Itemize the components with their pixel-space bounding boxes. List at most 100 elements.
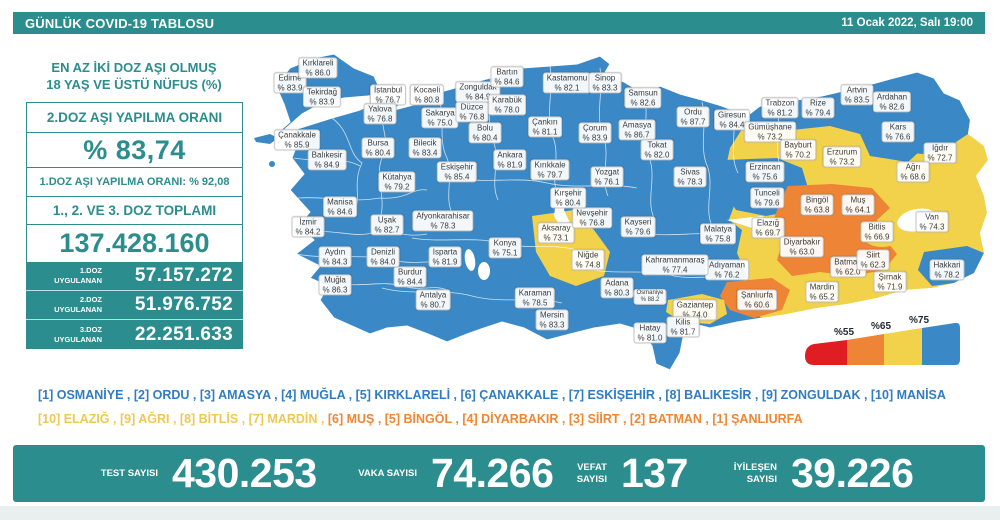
province-value: % 80.4: [555, 198, 581, 207]
province-chip: Artvin% 83.5: [840, 84, 874, 106]
province-name: Elazığ: [756, 218, 780, 228]
province-chip: Amasya% 86.7: [618, 119, 656, 141]
province-value: % 68.6: [900, 172, 926, 181]
province-chip: Diyarbakır% 63.0: [779, 236, 825, 258]
test-count-label: TEST SAYISI: [100, 467, 158, 479]
province-name: Edirne: [278, 73, 302, 83]
province-name: Tokat: [647, 140, 667, 150]
province-value: % 81.2: [767, 108, 793, 117]
province-name: Karaman: [518, 288, 552, 298]
province-name: Zonguldak: [459, 82, 497, 92]
province-name: Batman: [834, 257, 862, 267]
province-chip: Trabzon% 81.2: [761, 97, 799, 119]
dose3-applied-label: 3.DOZ UYGULANAN: [54, 324, 102, 344]
province-chip: Elazığ% 69.7: [751, 217, 785, 239]
province-value: % 66.9: [864, 232, 890, 241]
province-chip: Iğdır% 72.7: [923, 142, 957, 164]
province-chip: Karabük% 78.0: [488, 94, 526, 116]
dose1-rate-text: 1.DOZ AŞI YAPILMA ORANI: % 92,08: [26, 167, 243, 197]
province-name: Niğde: [577, 250, 599, 260]
province-name: Siirt: [866, 250, 880, 260]
province-name: Sivas: [680, 167, 700, 177]
province-chip: Muş% 64.1: [841, 194, 875, 216]
legend-label-75: %75: [908, 315, 930, 326]
province-chip: Bingöl% 63.8: [800, 194, 834, 216]
province-chip: Kahramanmaraş% 77.4: [641, 254, 709, 276]
province-chip: Tekirdağ% 83.9: [302, 86, 342, 108]
worst-provinces-orange: [6] MUŞ , [5] BİNGÖL , [4] DİYARBAKIR , …: [327, 412, 803, 426]
province-chip: Kırşehir% 80.4: [550, 187, 586, 209]
province-chip: Aydın% 84.3: [318, 246, 352, 268]
province-name: Bitlis: [868, 222, 886, 232]
vaccine-panel-title-line2: 18 YAŞ VE ÜSTÜ NÜFUS (%): [46, 76, 222, 92]
province-chip: Rize% 79.4: [801, 97, 835, 119]
recovered-count-value: 39.226: [791, 450, 914, 496]
province-value: % 73.1: [543, 233, 569, 242]
province-chip: Bayburt% 70.2: [780, 139, 816, 161]
province-chip: Yalova% 76.8: [363, 103, 397, 125]
province-name: Aksaray: [541, 223, 571, 233]
province-value: % 81.0: [637, 333, 663, 342]
worst-provinces-line: [10] ELAZIĞ , [9] AĞRI , [8] BİTLİS , [7…: [38, 412, 968, 426]
province-name: Iğdır: [931, 143, 948, 153]
province-value: % 60.6: [744, 300, 770, 309]
province-value: % 81.7: [670, 327, 696, 336]
province-name: Erzincan: [749, 162, 781, 172]
province-value: % 79.2: [384, 182, 410, 191]
province-value: % 74.0: [682, 310, 708, 319]
vaccine-panel-title: EN AZ İKİ DOZ AŞI OLMUŞ 18 YAŞ VE ÜSTÜ N…: [20, 60, 248, 94]
province-value: % 80.8: [414, 95, 440, 104]
province-value: % 85.4: [444, 172, 470, 181]
province-name: Afyonkarahisar: [416, 211, 470, 221]
province-chip: Hakkari% 78.2: [929, 259, 965, 281]
province-value: % 70.2: [785, 150, 811, 159]
lake-beysehir: [478, 262, 490, 280]
province-chip: Bursa% 80.4: [361, 137, 395, 159]
dose3-applied-value: 22.251.633: [134, 323, 233, 345]
province-value: % 74.8: [575, 260, 601, 269]
province-chip: Balıkesir% 84.9: [307, 149, 347, 171]
province-value: % 78.3: [677, 177, 703, 186]
province-name: Ankara: [497, 150, 523, 160]
province-chip: Tokat% 82.0: [640, 139, 674, 161]
province-chip: Bolu% 80.4: [468, 122, 502, 144]
gokceada-island: [254, 134, 278, 144]
province-value: % 76.2: [714, 270, 740, 279]
province-name: Gaziantep: [676, 300, 714, 310]
province-value: % 82.0: [644, 150, 670, 159]
province-chip: Eskişehir% 85.4: [436, 161, 478, 183]
province-name: Isparta: [432, 247, 458, 257]
best-provinces-line: [1] OSMANİYE , [2] ORDU , [3] AMASYA , […: [38, 388, 946, 402]
stat-group-case: VAKA SAYISI 74.266: [355, 445, 554, 502]
province-name: Muş: [850, 195, 866, 205]
dose1-applied-label: 1.DOZ UYGULANAN: [54, 266, 102, 285]
province-name: Kırşehir: [554, 188, 582, 198]
province-value: % 81.9: [497, 160, 523, 169]
province-name: Malatya: [703, 224, 733, 234]
province-chip: Bartın% 84.6: [490, 66, 524, 88]
province-name: Tekirdağ: [306, 87, 338, 97]
province-name: Kilis: [675, 317, 691, 327]
legend-wedge: [805, 322, 960, 365]
province-name: Diyarbakır: [783, 237, 821, 247]
province-chip: Muğla% 86.3: [318, 274, 352, 296]
province-name: Erzurum: [826, 147, 858, 157]
province-value: % 76.7: [375, 95, 401, 104]
stat-group-recovered: İYİLEŞEN SAYISI 39.226: [705, 445, 914, 502]
province-value: % 79.6: [754, 198, 780, 207]
legend-label-55: %55: [833, 327, 855, 338]
province-value: % 78.2: [934, 270, 960, 279]
province-value: % 79.6: [625, 227, 651, 236]
province-value: % 87.7: [680, 117, 706, 126]
province-chip: Antalya% 80.7: [415, 289, 451, 311]
province-chip: Kırıkkale% 79.7: [530, 159, 570, 181]
dose2-rate-value: % 83,74: [26, 132, 243, 168]
province-chip: Niğde% 74.8: [571, 249, 605, 271]
dose1-applied-value: 57.157.272: [134, 265, 233, 286]
province-chip: Ardahan% 82.6: [872, 91, 912, 113]
province-value: % 84.9: [314, 160, 340, 169]
province-chip: Ordu% 87.7: [676, 106, 710, 128]
province-name: Hatay: [639, 323, 661, 333]
province-chip: Aksaray% 73.1: [537, 222, 575, 244]
province-name: Kayseri: [624, 217, 652, 227]
